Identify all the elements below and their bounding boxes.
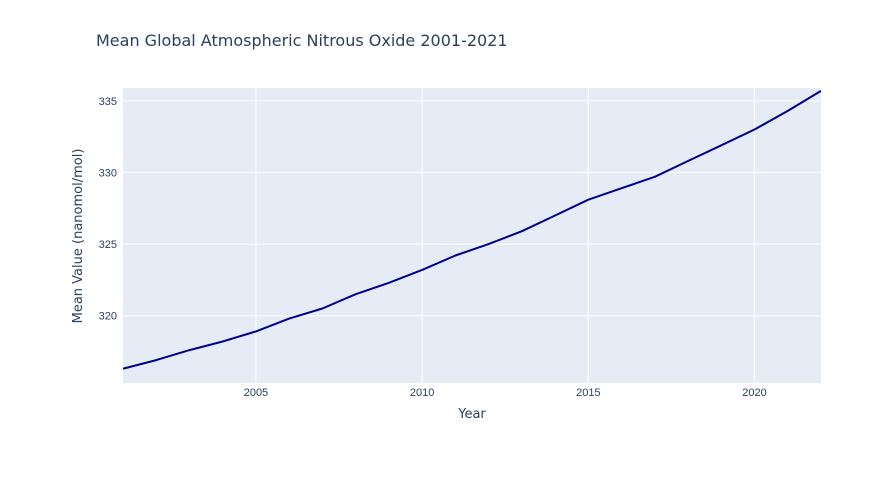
x-axis-ticks: 2005 2010 2015 2020 [244,387,767,399]
data-point [321,308,323,310]
data-point [754,129,756,131]
x-tick-label: 2010 [410,387,434,399]
data-point [388,282,390,284]
y-tick-label: 320 [99,311,117,323]
x-tick-label: 2005 [244,387,268,399]
data-point [255,330,257,332]
y-tick-label: 325 [99,239,117,251]
data-point [288,318,290,320]
grid-lines [123,88,821,383]
series-line [122,90,822,370]
x-tick-label: 2015 [576,387,600,399]
data-point [687,160,689,162]
data-point [222,340,224,342]
data-point [554,214,556,216]
data-point [188,349,190,351]
data-point [787,110,789,112]
data-point [122,368,124,370]
y-axis-title: Mean Value (nanomol/mol) [71,149,86,324]
x-tick-label: 2020 [742,387,766,399]
data-point [621,187,623,189]
plot-area [123,88,821,383]
data-point [421,269,423,271]
data-point [155,359,157,361]
data-point [521,230,523,232]
data-point [454,255,456,257]
data-point [488,243,490,245]
y-tick-label: 330 [99,167,117,179]
data-point [587,199,589,201]
y-tick-label: 335 [99,96,117,108]
data-point [355,293,357,295]
y-axis-ticks: 320 325 330 335 [99,96,117,323]
x-axis-title: Year [457,407,486,422]
data-point [654,176,656,178]
chart-title: Mean Global Atmospheric Nitrous Oxide 20… [96,31,508,50]
series-group [122,90,822,370]
data-point [820,90,822,92]
data-point [720,144,722,146]
